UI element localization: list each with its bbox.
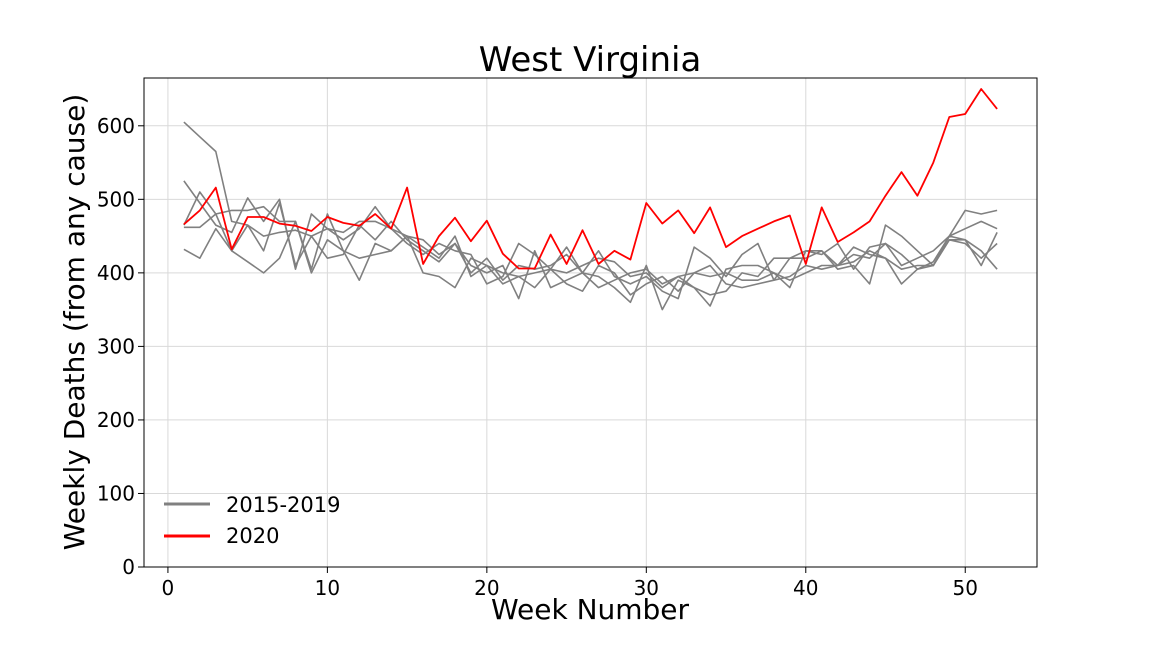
series-line-2015-2019-3 (183, 191, 998, 311)
y-tick-label: 400 (97, 261, 135, 285)
x-tick-label: 50 (953, 576, 978, 600)
x-tick-label: 0 (162, 576, 175, 600)
y-tick-label: 600 (97, 114, 135, 138)
series-line-2020-5 (183, 88, 998, 270)
y-tick-label: 100 (97, 481, 135, 505)
plot-area (144, 78, 1037, 567)
series-line-2015-2019-1 (183, 180, 998, 300)
y-tick-label: 0 (122, 555, 135, 579)
x-tick-label: 20 (474, 576, 499, 600)
series-line-2015-2019-4 (183, 220, 998, 296)
plot-frame (143, 77, 1038, 568)
series-line-2015-2019-2 (183, 205, 998, 296)
series-lines (183, 88, 998, 311)
chart-title: West Virginia (479, 40, 702, 80)
x-tick-label: 30 (634, 576, 659, 600)
x-tick-label: 40 (793, 576, 818, 600)
y-tick-label: 300 (97, 334, 135, 358)
x-axis-label: Week Number (491, 593, 690, 626)
legend-label-2015-2019: 2015-2019 (226, 493, 340, 517)
y-axis-label: Weekly Deaths (from any cause) (58, 94, 91, 551)
legend-label-2020: 2020 (226, 524, 279, 548)
y-tick-label: 500 (97, 187, 135, 211)
y-tick-label: 200 (97, 408, 135, 432)
x-tick-label: 10 (315, 576, 340, 600)
legend: 2015-2019 2020 (164, 493, 340, 548)
